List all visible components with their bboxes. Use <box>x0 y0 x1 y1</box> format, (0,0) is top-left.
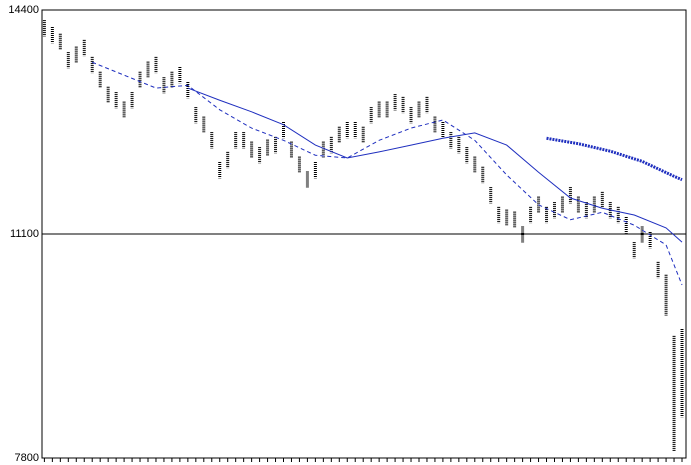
moving-average <box>546 136 683 182</box>
y-tick-label: 7800 <box>15 452 39 464</box>
y-tick-label: 11100 <box>10 228 39 240</box>
moving-average <box>187 87 683 243</box>
moving-average <box>92 61 683 286</box>
y-tick-label: 14400 <box>8 4 39 16</box>
